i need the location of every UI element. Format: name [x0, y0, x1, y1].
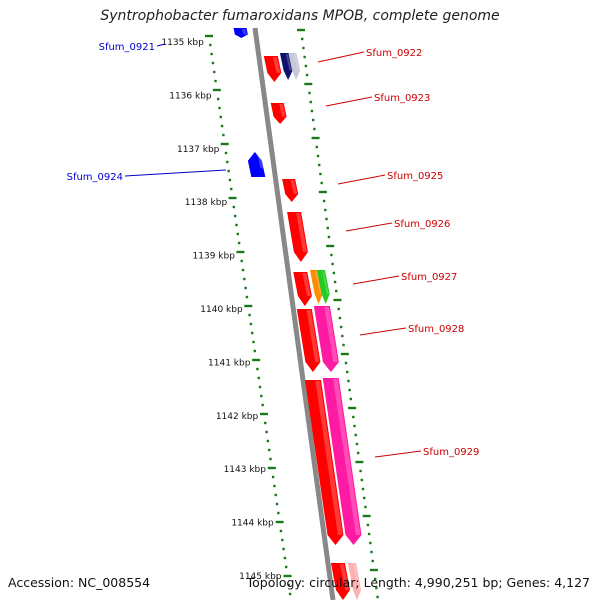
leader-line: [359, 327, 407, 336]
gene-label-sfum-0925: Sfum_0925: [337, 171, 443, 185]
gene-label-text: Sfum_0925: [387, 171, 443, 182]
gene-label-text: Sfum_0928: [408, 324, 464, 335]
gene-label-sfum-0927: Sfum_0927: [352, 272, 457, 285]
left-tick-track: [205, 34, 292, 596]
gene-label-sfum-0924: Sfum_0924: [67, 169, 227, 183]
gene-label-text: Sfum_0924: [67, 172, 123, 183]
gene-label-text: Sfum_0926: [394, 219, 450, 230]
gene-sfum-0922-c: [288, 53, 301, 80]
kbp-label: 1137 kbp: [177, 145, 220, 155]
gene-sfum-0930-b: [347, 563, 361, 600]
map-title: Syntrophobacter fumaroxidans MPOB, compl…: [100, 8, 500, 24]
gene-sfum-0921: [233, 28, 248, 38]
kbp-label: 1145 kbp: [239, 572, 282, 582]
kbp-label: 1142 kbp: [216, 412, 259, 422]
gene-label-sfum-0926: Sfum_0926: [345, 219, 450, 232]
topology-text: Topology: circular; Length: 4,990,251 bp…: [246, 575, 590, 590]
leader-line: [352, 275, 400, 285]
kbp-labels: 1135 kbp 1136 kbp 1137 kbp 1138 kbp 1139 kbp…: [161, 38, 281, 582]
leader-line: [374, 450, 422, 458]
leader-line: [156, 43, 166, 47]
gene-sfum-0922-b: [279, 53, 293, 80]
gene-label-text: Sfum_0923: [374, 93, 430, 104]
right-tick-track: [297, 28, 379, 599]
kbp-label: 1143 kbp: [224, 465, 267, 475]
gene-label-text: Sfum_0929: [423, 447, 479, 458]
gene-sfum-0922-a: [263, 56, 282, 82]
gene-sfum-0924: [247, 152, 266, 177]
gene-sfum-0923: [270, 103, 287, 124]
kbp-label: 1141 kbp: [208, 358, 251, 368]
leader-line: [337, 174, 386, 185]
gene-sfum-0927-c: [317, 270, 330, 304]
gene-sfum-0927-a: [293, 272, 312, 306]
gene-label-sfum-0921: Sfum_0921: [99, 42, 166, 53]
gene-sfum-0928-b: [313, 306, 339, 372]
gene-label-sfum-0928: Sfum_0928: [359, 324, 464, 336]
leader-line: [325, 96, 373, 107]
gene-sfum-0930-a: [330, 563, 350, 600]
kbp-label: 1136 kbp: [169, 91, 212, 101]
tick-marks: [205, 28, 379, 599]
gene-sfum-0925: [282, 179, 299, 202]
gene-label-text: Sfum_0921: [99, 42, 155, 53]
gene-sfum-0928-a: [296, 309, 321, 372]
kbp-label: 1144 kbp: [231, 519, 274, 529]
gene-label-text: Sfum_0927: [401, 272, 457, 283]
leader-line: [317, 51, 365, 63]
gene-labels: Sfum_0921 Sfum_0922 Sfum_0923 Sfum_0924 Sfum…: [67, 42, 480, 458]
genes: [233, 28, 362, 600]
leader-line: [124, 169, 227, 177]
kbp-label: 1140 kbp: [200, 305, 243, 315]
kbp-label: 1138 kbp: [185, 198, 228, 208]
kbp-label: 1135 kbp: [161, 38, 204, 48]
gene-sfum-0929-b: [322, 378, 362, 545]
gene-sfum-0929-a: [305, 380, 344, 545]
leader-line: [345, 222, 393, 232]
kbp-label: 1139 kbp: [193, 252, 236, 262]
gene-label-sfum-0922: Sfum_0922: [317, 48, 422, 63]
gene-sfum-0926: [287, 212, 308, 262]
gene-label-sfum-0929: Sfum_0929: [374, 447, 479, 458]
accession-text: Accession: NC_008554: [8, 575, 151, 590]
gene-label-sfum-0923: Sfum_0923: [325, 93, 430, 107]
genome-backbone: [252, 27, 336, 600]
gene-label-text: Sfum_0922: [366, 48, 422, 59]
